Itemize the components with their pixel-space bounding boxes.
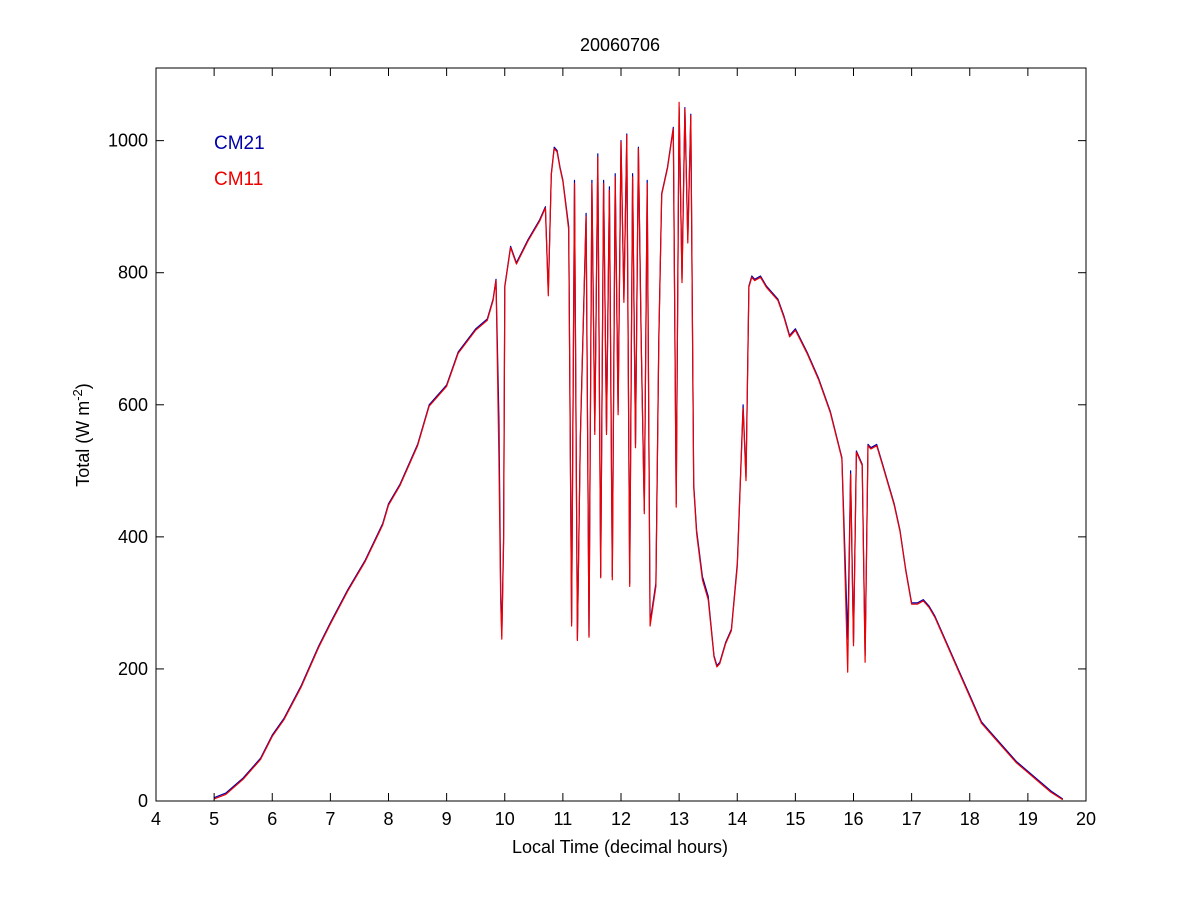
y-tick-label: 200 <box>118 659 148 679</box>
legend-entry-cm21: CM21 <box>214 133 265 154</box>
x-tick-label: 9 <box>442 809 452 829</box>
y-axis-label-superscript: -2 <box>70 389 85 401</box>
legend-entry-cm11: CM11 <box>214 169 263 190</box>
x-tick-label: 5 <box>209 809 219 829</box>
x-tick-label: 18 <box>960 809 980 829</box>
x-tick-label: 15 <box>785 809 805 829</box>
y-axis-label-tail: ) <box>73 383 93 389</box>
chart-title: 20060706 <box>580 35 660 55</box>
x-tick-label: 7 <box>325 809 335 829</box>
x-tick-label: 12 <box>611 809 631 829</box>
series-layer <box>213 101 1064 801</box>
x-tick-label: 13 <box>669 809 689 829</box>
series-line-cm11 <box>213 101 1064 801</box>
x-tick-label: 4 <box>151 809 161 829</box>
x-axis-label: Local Time (decimal hours) <box>512 837 728 857</box>
y-tick-label: 800 <box>118 263 148 283</box>
x-tick-label: 20 <box>1076 809 1096 829</box>
y-tick-label: 0 <box>138 791 148 811</box>
x-tick-label: 11 <box>554 809 573 829</box>
y-axis-ticks: 0 200 400 600 800 1000 <box>108 131 1086 811</box>
x-tick-label: 10 <box>495 809 515 829</box>
x-axis-ticks: 4 5 6 7 8 9 10 11 12 13 14 15 16 17 18 19 20 <box>151 68 1096 829</box>
x-tick-label: 14 <box>727 809 747 829</box>
y-axis-label-main: Total (W m <box>73 401 93 487</box>
y-tick-label: 400 <box>118 527 148 547</box>
y-tick-label: 1000 <box>108 131 148 151</box>
x-tick-label: 17 <box>902 809 922 829</box>
x-tick-label: 6 <box>267 809 277 829</box>
y-tick-label: 600 <box>118 395 148 415</box>
x-tick-label: 8 <box>383 809 393 829</box>
legend: CM21 CM11 <box>214 133 265 190</box>
x-tick-label: 19 <box>1018 809 1038 829</box>
x-tick-label: 16 <box>843 809 863 829</box>
plot-area: 4 5 6 7 8 9 10 11 12 13 14 15 16 17 18 19 20 0 200 400 600 8… <box>108 67 1096 829</box>
y-axis-label: Total (W m-2) <box>70 383 94 487</box>
